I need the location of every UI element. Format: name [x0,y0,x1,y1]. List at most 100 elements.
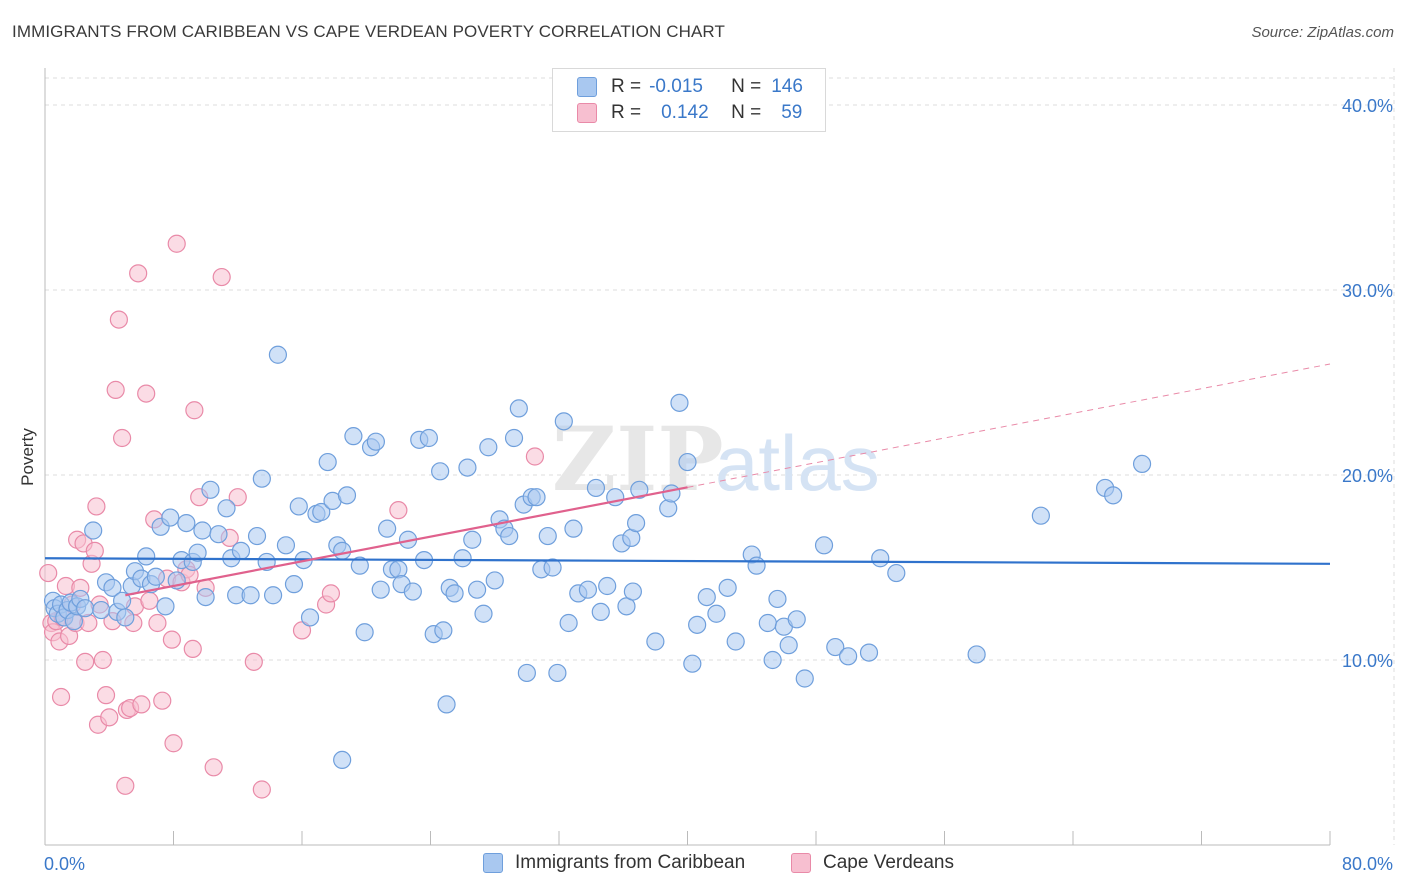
legend-swatch-cape-verdeans [791,853,811,873]
data-point-caribbean [371,580,390,599]
data-point-caribbean [337,486,357,505]
stats-legend: R = -0.015 N = 146 R = 0.142 N = 59 [552,68,826,132]
data-point-caribbean [378,519,397,538]
data-point-caribbean [795,669,814,688]
data-point-cape-verdeans [51,687,71,707]
data-point-caribbean [871,549,890,568]
y-tick-label: 20.0% [1342,466,1393,486]
data-point-caribbean [458,458,477,477]
data-point-caribbean [474,604,493,623]
data-point-caribbean [1104,486,1123,505]
data-point-caribbean [688,615,707,634]
data-point-caribbean [431,462,450,481]
source-label: Source: ZipAtlas.com [1251,24,1394,41]
data-point-caribbean [758,613,777,633]
data-point-caribbean [479,438,498,457]
y-tick-label: 30.0% [1342,281,1393,301]
data-point-caribbean [646,632,665,651]
y-tick-label: 40.0% [1342,96,1393,116]
data-point-caribbean [188,543,207,562]
data-point-cape-verdeans [292,621,312,640]
legend-r-value: 0.142 [661,102,709,123]
legend-r-label: R = [611,102,642,123]
series-legend: Immigrants from Caribbean Cape Verdeans [0,852,1406,878]
data-point-cape-verdeans [244,652,263,671]
data-point-cape-verdeans [76,652,95,671]
data-point-caribbean [92,600,111,620]
data-point-caribbean [284,575,304,594]
data-point-cape-verdeans [100,708,119,727]
data-point-cape-verdeans [204,758,223,777]
data-point-cape-verdeans [137,384,156,403]
data-point-cape-verdeans [212,267,231,287]
legend-r-value: -0.015 [649,76,703,97]
data-point-caribbean [366,432,385,451]
data-point-caribbean [116,608,135,627]
data-point-caribbean [726,632,745,651]
data-point-caribbean [678,452,697,472]
data-point-caribbean [707,604,726,623]
data-point-caribbean [543,558,562,577]
data-point-caribbean [504,428,524,448]
data-point-caribbean [419,428,438,448]
data-point-caribbean [445,584,464,603]
data-point-caribbean [196,587,215,607]
data-point-caribbean [697,587,716,607]
data-point-cape-verdeans [153,691,172,710]
data-point-caribbean [779,636,798,655]
data-point-caribbean [787,610,806,629]
legend-label-caribbean: Immigrants from Caribbean [515,852,746,873]
data-point-caribbean [263,586,283,605]
data-point-cape-verdeans [116,776,135,795]
data-point-caribbean [268,345,288,364]
data-point-caribbean [517,663,536,683]
legend-swatch-caribbean [483,853,503,873]
data-point-cape-verdeans [167,234,186,253]
data-point-caribbean [670,393,689,412]
data-point-cape-verdeans [112,428,132,448]
data-point-cape-verdeans [389,501,408,520]
data-point-cape-verdeans [93,650,112,670]
chart-title: IMMIGRANTS FROM CARIBBEAN VS CAPE VERDEA… [12,22,725,41]
data-point-cape-verdeans [129,264,148,283]
trendline-caribbean [44,557,1331,565]
legend-row-caribbean: R = -0.015 N = 146 [577,75,803,99]
data-point-caribbean [217,499,236,518]
data-point-caribbean [463,530,482,549]
data-point-cape-verdeans [164,734,183,753]
data-point-caribbean [437,695,456,714]
legend-n-label: N = [731,102,762,123]
data-point-cape-verdeans [183,639,202,659]
watermark-atlas: atlas [715,419,880,507]
data-point-caribbean [527,488,546,507]
data-point-caribbean [718,578,737,597]
data-point-caribbean [300,608,320,627]
data-point-cape-verdeans [87,497,106,516]
data-point-caribbean [564,519,583,538]
data-point-caribbean [434,621,453,640]
trendline-cape-verdeans [125,486,688,597]
data-point-caribbean [814,536,834,555]
data-point-cape-verdeans [228,488,247,507]
data-point-caribbean [355,623,374,642]
data-point-caribbean [485,571,504,590]
data-point-cape-verdeans [525,447,545,466]
data-point-caribbean [598,576,617,596]
legend-n-value: 59 [781,102,803,123]
data-point-caribbean [231,541,251,560]
series-cape-verdeans [39,234,545,799]
series-immigrants-from-caribbean [43,345,1152,770]
data-point-caribbean [146,567,165,586]
data-point-caribbean [156,597,175,616]
legend-item-caribbean: Immigrants from Caribbean [483,852,745,874]
axes [44,68,1331,846]
data-point-caribbean [630,480,649,499]
data-point-caribbean [103,578,122,597]
data-point-cape-verdeans [140,591,159,610]
data-point-caribbean [548,663,567,683]
legend-row-cape-verdeans: R = 0.142 N = 59 [577,101,802,125]
data-point-caribbean [578,580,598,599]
data-point-caribbean [768,589,787,609]
data-point-cape-verdeans [162,630,181,649]
data-point-caribbean [859,643,879,662]
